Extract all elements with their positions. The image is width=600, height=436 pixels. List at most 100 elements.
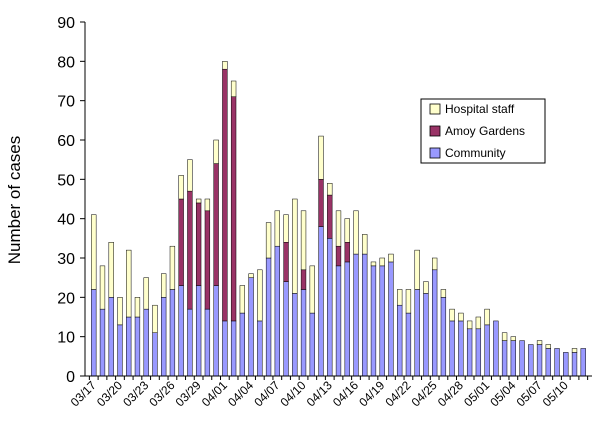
bar-community-04-27 <box>449 320 455 377</box>
legend-swatch-hospital-staff <box>429 103 441 115</box>
bar-community-05-06 <box>528 344 534 377</box>
x-tick-label: 04/22 <box>382 378 413 409</box>
bar-community-03-18 <box>99 308 106 377</box>
x-tick-label: 04/13 <box>304 378 335 409</box>
x-tick-label: 04/07 <box>251 378 282 409</box>
bar-hospital-staff-03-31 <box>213 139 219 164</box>
bar-community-04-20 <box>388 261 394 377</box>
bar-community-05-04 <box>510 340 516 377</box>
bar-hospital-staff-04-20 <box>388 253 394 263</box>
bar-hospital-staff-03-27 <box>178 175 184 200</box>
bar-hospital-staff-04-29 <box>466 320 473 330</box>
x-tick-label: 05/07 <box>514 378 545 409</box>
bar-community-05-12 <box>580 348 586 377</box>
bar-hospital-staff-05-07 <box>536 340 543 345</box>
bar-hospital-staff-04-08 <box>283 214 289 243</box>
y-tick-label: 60 <box>57 133 75 150</box>
bar-community-05-11 <box>571 352 578 377</box>
x-tick-label: 03/23 <box>120 378 151 409</box>
bar-community-03-21 <box>126 316 132 377</box>
bar-hospital-staff-04-02 <box>230 80 237 97</box>
bar-hospital-staff-04-25 <box>432 257 438 271</box>
bar-hospital-staff-04-04 <box>248 273 254 278</box>
bar-hospital-staff-03-19 <box>108 242 114 298</box>
bar-community-03-24 <box>152 332 158 377</box>
bar-community-04-16 <box>353 253 359 377</box>
bar-community-03-31 <box>213 285 219 377</box>
bar-community-03-20 <box>117 324 123 377</box>
bar-community-04-02 <box>230 320 237 377</box>
bar-community-04-04 <box>248 277 254 377</box>
bar-hospital-staff-05-03 <box>501 332 508 341</box>
y-tick-label: 0 <box>66 369 75 386</box>
bar-community-05-02 <box>493 320 499 377</box>
bar-community-04-28 <box>458 320 464 377</box>
bar-hospital-staff-04-23 <box>414 249 420 290</box>
x-tick-label: 05/04 <box>487 378 518 409</box>
bar-hospital-staff-04-01 <box>222 61 228 70</box>
bar-amoy-gardens-03-28 <box>187 190 193 310</box>
bar-community-04-24 <box>423 293 429 377</box>
bar-hospital-staff-03-30 <box>204 198 211 212</box>
x-tick-label: 03/29 <box>173 378 204 409</box>
bar-hospital-staff-03-25 <box>161 273 167 298</box>
bar-community-04-05 <box>257 320 263 377</box>
bar-community-04-19 <box>379 265 385 377</box>
bar-amoy-gardens-04-12 <box>318 179 324 227</box>
bar-hospital-staff-03-23 <box>143 277 149 310</box>
x-tick-label: 03/20 <box>94 378 125 409</box>
bar-hospital-staff-04-10 <box>300 210 307 271</box>
bar-community-03-25 <box>161 297 167 377</box>
bars-layer <box>91 61 586 377</box>
bar-hospital-staff-04-03 <box>239 285 246 314</box>
legend-swatch-amoy-gardens <box>429 125 441 137</box>
bar-community-04-17 <box>362 253 368 377</box>
bar-community-03-23 <box>143 308 149 377</box>
bar-amoy-gardens-04-15 <box>344 242 350 263</box>
x-tick-label: 04/04 <box>225 378 256 409</box>
bar-community-03-28 <box>187 308 193 377</box>
bar-community-04-01 <box>222 320 228 377</box>
bar-community-04-11 <box>309 312 315 377</box>
bar-amoy-gardens-03-31 <box>213 163 219 286</box>
bar-community-04-25 <box>432 269 438 377</box>
bar-community-05-03 <box>501 340 508 377</box>
bar-hospital-staff-03-26 <box>169 245 176 290</box>
y-tick-label: 40 <box>57 212 75 229</box>
bar-hospital-staff-05-08 <box>545 344 551 349</box>
bar-hospital-staff-03-29 <box>195 198 202 204</box>
bar-community-04-14 <box>335 265 342 377</box>
bar-community-04-23 <box>414 289 420 377</box>
bar-hospital-staff-05-01 <box>484 308 490 326</box>
bar-hospital-staff-03-18 <box>99 265 106 310</box>
bar-community-04-10 <box>300 289 307 377</box>
x-tick-label: 04/10 <box>278 378 309 409</box>
y-tick-label: 90 <box>57 15 75 32</box>
bar-hospital-staff-04-17 <box>362 234 368 255</box>
bar-community-03-30 <box>204 308 211 377</box>
bar-community-03-19 <box>108 297 114 377</box>
legend-label-hospital-staff: Hospital staff <box>445 102 515 116</box>
bar-community-04-30 <box>475 328 482 377</box>
bar-hospital-staff-04-28 <box>458 312 464 322</box>
bar-community-05-09 <box>554 348 560 377</box>
bar-hospital-staff-04-24 <box>423 281 429 294</box>
bar-community-04-18 <box>370 265 377 377</box>
y-tick-label: 10 <box>57 330 75 347</box>
bar-community-04-12 <box>318 226 324 377</box>
x-tick-label: 04/25 <box>409 378 440 409</box>
bar-amoy-gardens-04-13 <box>327 194 333 239</box>
bar-community-04-22 <box>405 312 412 377</box>
bar-community-05-05 <box>519 340 525 377</box>
bar-community-05-10 <box>563 352 569 377</box>
bar-hospital-staff-04-05 <box>257 269 263 322</box>
legend-label-amoy-gardens: Amoy Gardens <box>445 124 525 138</box>
legend: Hospital staff Amoy Gardens Community <box>420 98 546 164</box>
bar-hospital-staff-04-13 <box>327 183 333 196</box>
bar-community-04-07 <box>274 245 280 377</box>
bar-community-05-07 <box>536 344 543 377</box>
bar-community-04-06 <box>265 257 272 377</box>
y-axis-label: Number of cases <box>5 136 24 265</box>
legend-swatch-community <box>429 147 441 159</box>
